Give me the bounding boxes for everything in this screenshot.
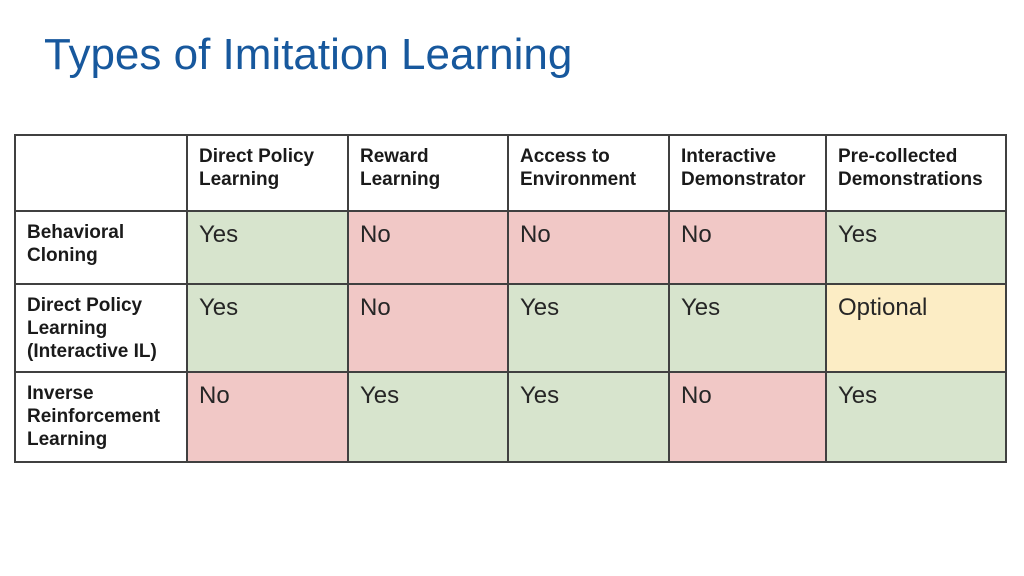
column-header-access-to-environment: Access to Environment [507,134,670,212]
column-header-reward-learning: Reward Learning [347,134,509,212]
table-cell: Yes [825,371,1007,463]
row-header: Direct Policy Learning (Interactive IL) [14,283,188,373]
table-cell: Yes [507,283,670,373]
table-row-behavioral-cloning: Behavioral Cloning Yes No No No Yes [14,210,1007,285]
slide-title: Types of Imitation Learning [44,30,573,79]
table-cell: No [507,210,670,285]
table-cell: No [668,371,827,463]
table-cell: Yes [186,210,349,285]
corner-cell [14,134,188,212]
row-header: Behavioral Cloning [14,210,188,285]
table-row-direct-policy-learning: Direct Policy Learning (Interactive IL) … [14,283,1007,373]
table-cell: Yes [347,371,509,463]
table-cell: Yes [668,283,827,373]
table-row-inverse-reinforcement-learning: Inverse Reinforcement Learning No Yes Ye… [14,371,1007,463]
table-cell: Yes [186,283,349,373]
imitation-learning-comparison-table: Direct Policy Learning Reward Learning A… [14,134,1007,463]
table-cell: Optional [825,283,1007,373]
column-header-direct-policy-learning: Direct Policy Learning [186,134,349,212]
row-header: Inverse Reinforcement Learning [14,371,188,463]
table-cell: No [347,210,509,285]
header-row: Direct Policy Learning Reward Learning A… [14,134,1007,212]
table-cell: No [668,210,827,285]
table-cell: Yes [825,210,1007,285]
table-cell: No [347,283,509,373]
column-header-interactive-demonstrator: Interactive Demonstrator [668,134,827,212]
table-cell: Yes [507,371,670,463]
column-header-pre-collected-demonstrations: Pre-collected Demonstrations [825,134,1007,212]
table-cell: No [186,371,349,463]
